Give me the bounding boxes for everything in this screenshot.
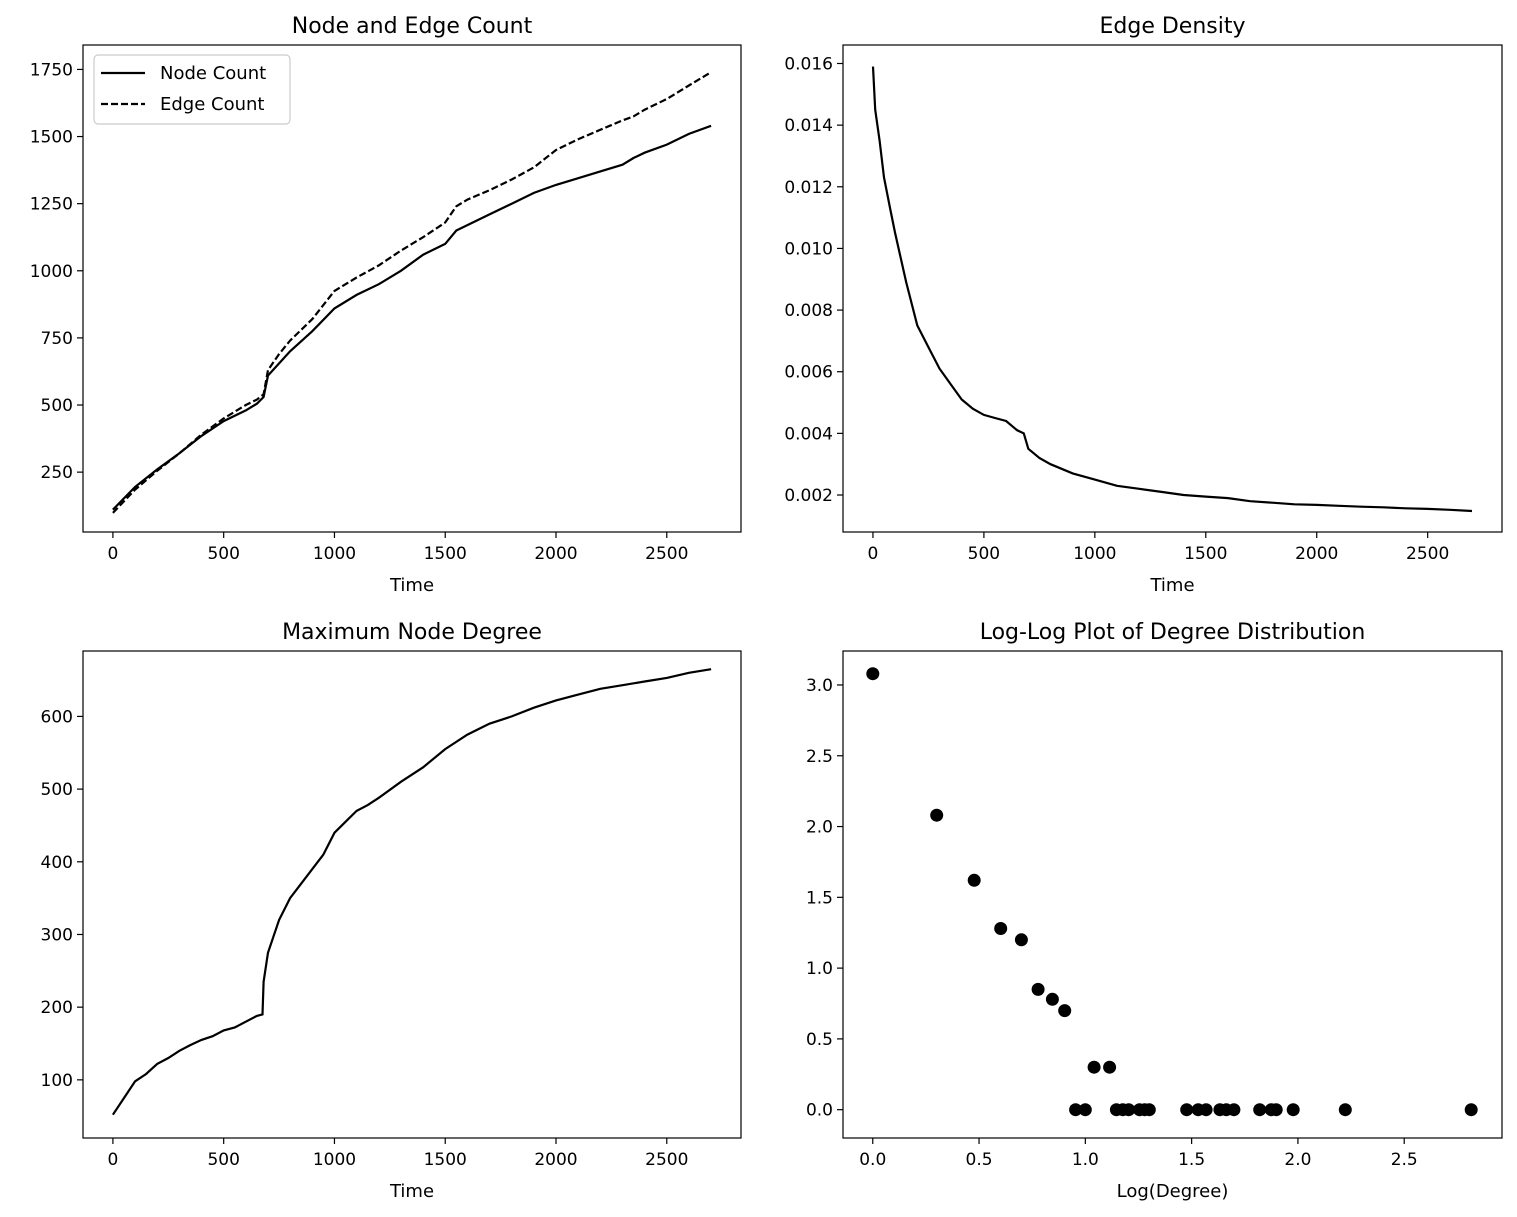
x-tick-label: 500 bbox=[207, 544, 239, 564]
x-tick-label: 2.5 bbox=[1391, 1150, 1418, 1170]
y-tick-label: 0.008 bbox=[784, 301, 833, 321]
x-tick-label: 0.0 bbox=[859, 1150, 886, 1170]
x-tick-label: 2500 bbox=[1406, 544, 1449, 564]
x-tick-label: 0 bbox=[107, 544, 118, 564]
y-tick-label: 0.010 bbox=[784, 239, 833, 259]
x-tick-label: 2000 bbox=[534, 544, 577, 564]
scatter-point bbox=[1122, 1103, 1136, 1117]
legend-label: Node Count bbox=[160, 63, 266, 84]
scatter-point bbox=[930, 808, 944, 822]
scatter-point bbox=[1087, 1060, 1101, 1074]
chart-panel-4: 0.0 0.5 1.0 1.5 2.0 2.5 0.0 0.5 1.0 1.5 2.0 2.5 3.0 L… bbox=[806, 620, 1503, 1202]
x-tick-label: 2500 bbox=[645, 1150, 688, 1170]
x-tick-label: 2.0 bbox=[1284, 1150, 1311, 1170]
scatter-point bbox=[1464, 1103, 1478, 1117]
y-tick-label: 0.004 bbox=[784, 424, 833, 444]
x-tick-label: 2000 bbox=[534, 1150, 577, 1170]
y-tick-label: 1750 bbox=[30, 60, 73, 80]
chart-title: Maximum Node Degree bbox=[282, 620, 542, 645]
y-tick-label: 0.016 bbox=[784, 54, 833, 74]
scatter-point bbox=[994, 922, 1008, 935]
scatter-point bbox=[1199, 1103, 1213, 1117]
y-tick-label: 100 bbox=[41, 1071, 73, 1091]
y-tick-label: 250 bbox=[41, 463, 73, 483]
axes-frame bbox=[842, 44, 1503, 533]
y-tick-label: 2.5 bbox=[806, 747, 833, 767]
y-tick-label: 0.002 bbox=[784, 486, 833, 506]
scatter-point bbox=[1180, 1103, 1194, 1117]
y-tick-label: 300 bbox=[41, 925, 73, 945]
y-tick-label: 0.014 bbox=[784, 116, 833, 136]
x-tick-label: 1000 bbox=[313, 544, 356, 564]
y-tick-label: 1.5 bbox=[806, 888, 833, 908]
y-tick-label: 0.006 bbox=[784, 363, 833, 383]
scatter-point bbox=[1069, 1103, 1083, 1117]
x-tick-label: 1000 bbox=[1073, 544, 1116, 564]
scatter-point bbox=[866, 667, 880, 681]
chart-title: Node and Edge Count bbox=[292, 14, 533, 39]
y-tick-label: 0.0 bbox=[806, 1101, 833, 1121]
scatter-point bbox=[1103, 1060, 1117, 1074]
scatter-point bbox=[1338, 1103, 1352, 1117]
y-tick-label: 200 bbox=[41, 998, 73, 1018]
y-tick-label: 500 bbox=[41, 780, 73, 800]
y-tick-label: 1000 bbox=[30, 262, 73, 282]
scatter-point bbox=[1014, 933, 1028, 947]
axes-frame bbox=[82, 650, 742, 1139]
x-tick-label: 1500 bbox=[424, 1150, 467, 1170]
x-tick-label: 0 bbox=[868, 544, 879, 564]
scatter-point bbox=[1142, 1103, 1156, 1117]
scatter-point bbox=[1269, 1103, 1283, 1117]
axes-frame bbox=[82, 44, 742, 533]
scatter-point bbox=[1078, 1103, 1092, 1117]
x-axis-label: Time bbox=[1149, 575, 1194, 596]
x-axis-label: Time bbox=[389, 575, 434, 596]
x-tick-label: 2500 bbox=[645, 544, 688, 564]
x-tick-label: 0 bbox=[107, 1150, 118, 1170]
x-axis-label: Log(Degree) bbox=[1117, 1181, 1229, 1202]
y-tick-label: 3.0 bbox=[806, 676, 833, 696]
scatter-point bbox=[1031, 982, 1045, 996]
x-tick-label: 2000 bbox=[1295, 544, 1338, 564]
x-tick-label: 500 bbox=[207, 1150, 239, 1170]
chart-panel-2: 0 500 1000 1500 2000 2500 0.002 0.004 0.006 0.008… bbox=[784, 14, 1503, 596]
y-tick-label: 1.0 bbox=[806, 959, 833, 979]
legend-label: Edge Count bbox=[160, 94, 264, 115]
x-axis-label: Time bbox=[389, 1181, 434, 1202]
series-line-1 bbox=[111, 668, 712, 1116]
x-tick-label: 1.5 bbox=[1178, 1150, 1205, 1170]
y-tick-label: 1250 bbox=[30, 195, 73, 215]
series-line-edge-count bbox=[112, 71, 712, 514]
scatter-point bbox=[967, 873, 981, 887]
series-line-1 bbox=[871, 66, 1473, 513]
scatter-point bbox=[1227, 1103, 1241, 1117]
y-tick-label: 0.012 bbox=[784, 178, 833, 198]
series-line-node-count bbox=[112, 124, 712, 511]
y-tick-label: 2.0 bbox=[806, 818, 833, 838]
legend: Node Count Edge Count bbox=[93, 54, 291, 125]
y-tick-label: 500 bbox=[41, 396, 73, 416]
chart-panel-3: 0 500 1000 1500 2000 2500 100 200 300 400 500 600 Ma… bbox=[41, 620, 742, 1202]
x-tick-label: 0.5 bbox=[966, 1150, 993, 1170]
chart-title: Log-Log Plot of Degree Distribution bbox=[980, 620, 1366, 645]
scatter-point bbox=[1058, 1004, 1072, 1018]
y-tick-label: 600 bbox=[41, 707, 73, 727]
y-tick-label: 400 bbox=[41, 853, 73, 873]
chart-title: Edge Density bbox=[1100, 14, 1246, 39]
x-tick-label: 1.0 bbox=[1072, 1150, 1099, 1170]
scatter-point bbox=[1286, 1103, 1300, 1117]
x-tick-label: 1500 bbox=[1184, 544, 1227, 564]
axes-frame bbox=[842, 650, 1503, 1139]
x-tick-label: 1000 bbox=[313, 1150, 356, 1170]
scatter-point bbox=[1253, 1103, 1267, 1117]
chart-panel-1: 0 500 1000 1500 2000 2500 250 500 750 1000 1250 150… bbox=[30, 14, 742, 596]
y-tick-label: 750 bbox=[41, 329, 73, 349]
scatter-point bbox=[1045, 992, 1059, 1006]
y-tick-label: 0.5 bbox=[806, 1030, 833, 1050]
x-tick-label: 1500 bbox=[424, 544, 467, 564]
x-tick-label: 500 bbox=[968, 544, 1000, 564]
y-tick-label: 1500 bbox=[30, 128, 73, 148]
